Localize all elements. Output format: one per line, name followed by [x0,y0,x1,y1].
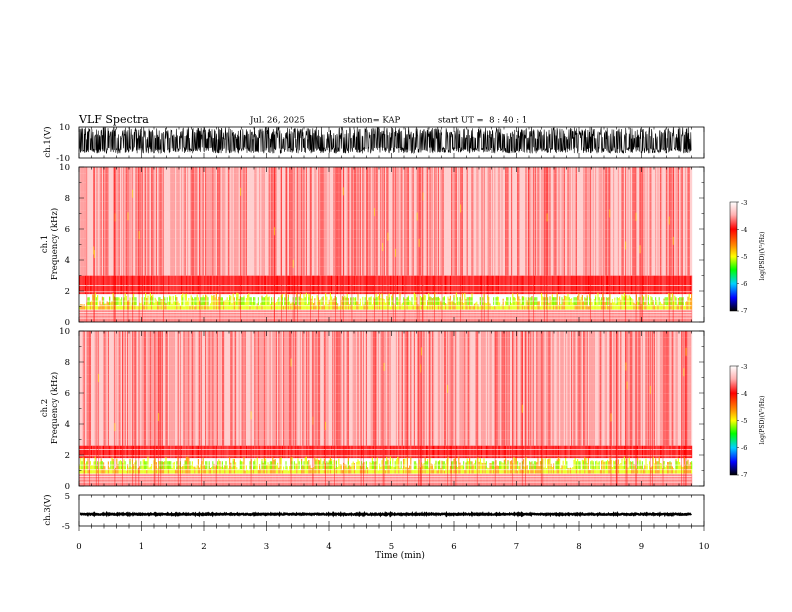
start-time-label: start UT = 8 : 40 : 1 [438,116,527,126]
ch1-frequency-axis-label: Frequency (kHz) [49,208,60,280]
time-tick-2: 2 [201,542,206,552]
ch1-freq-tick-4: 4 [65,256,70,266]
ch1-cbar-tick-m5: -5 [741,253,747,261]
colorbar-tick-marks [737,201,739,312]
ch2-colorbar-label: log(PSD)(V²/Hz) [759,396,766,445]
ch2-spectrogram-ticks [78,330,705,487]
ch1-waveform-panel: 10 -10 ch.1(V) [42,123,705,164]
figure-title: VLF Spectra [78,113,149,126]
panel-tick-marks [78,495,705,531]
time-axis-label: Time (min) [375,550,425,561]
ch1-spectrogram-ylabel: ch.1 [40,235,50,253]
ch2-frequency-axis-label: Frequency (kHz) [49,372,60,444]
frequency-tick-marks [79,330,704,487]
ch2-colorbar-gradient [729,365,738,476]
ch1-freq-tick-2: 2 [65,287,70,297]
colorbar-tick-marks [737,365,739,476]
ch1-spectrogram-panel: 10 8 6 4 2 0 ch.1 Frequency (kHz) [40,163,705,328]
panel-tick-marks [78,127,705,158]
time-tick-4: 4 [326,542,331,552]
time-tick-7: 7 [514,542,519,552]
ch2-cbar-tick-m4: -4 [741,390,747,398]
time-tick-10: 10 [699,542,710,552]
ch3-waveform-ylabel: ch.3(V) [42,494,53,525]
ch1-cbar-tick-m3: -3 [741,199,747,207]
ch2-freq-tick-8: 8 [65,358,70,368]
ch1-freq-tick-0: 0 [65,318,70,328]
ch1-cbar-tick-m7: -7 [741,307,747,315]
ch1-freq-tick-8: 8 [65,194,70,204]
ch2-cbar-tick-m6: -6 [741,444,747,452]
ch2-cbar-tick-m7: -7 [741,471,747,479]
ch1-spectrogram-yticks: 10 8 6 4 2 0 [59,163,70,328]
ch1-ytick-bottom: -10 [56,154,70,164]
ch1-colorbar-ticks [737,201,739,312]
ch1-freq-tick-6: 6 [65,225,70,235]
time-tick-8: 8 [576,542,581,552]
ch2-spectrogram-panel: 10 8 6 4 2 0 ch.2 Frequency (kHz) [40,327,705,492]
ch3-ytick-bottom: -5 [62,522,70,532]
ch1-spectrogram-ticks [78,166,705,323]
panel-tick-marks [78,331,705,486]
ch2-freq-tick-6: 6 [65,389,70,399]
ch2-freq-tick-4: 4 [65,420,70,430]
ch1-ytick-top: 10 [59,123,70,133]
ch2-spectrogram-ylabel: ch.2 [40,399,50,417]
time-tick-3: 3 [264,542,269,552]
ch2-colorbar-ticks [737,365,739,476]
date-label: Jul. 26, 2025 [249,116,305,126]
ch1-waveform-ticks [78,127,705,158]
ch1-cbar-tick-m4: -4 [741,226,747,234]
ch2-freq-tick-2: 2 [65,451,70,461]
ch1-waveform-ylabel: ch.1(V) [42,126,53,157]
ch2-colorbar: -3 -4 -5 -6 -7 log(PSD)(V²/Hz) [729,363,766,479]
ch1-colorbar-label: log(PSD)(V²/Hz) [759,232,766,281]
ch3-waveform-panel: 5 -5 ch.3(V) [42,492,705,532]
ch2-spectrogram-image [79,331,693,486]
ch1-colorbar: -3 -4 -5 -6 -7 log(PSD)(V²/Hz) [729,199,766,315]
time-tick-6: 6 [451,542,456,552]
ch1-freq-tick-10: 10 [59,163,70,173]
ch1-spectrogram-image [79,167,693,322]
frequency-tick-marks [79,166,704,323]
ch2-spectrogram-yticks: 10 8 6 4 2 0 [59,327,70,492]
time-axis-tick-labels: 0 1 2 3 4 5 6 7 8 9 10 [76,542,709,552]
ch2-freq-tick-0: 0 [65,482,70,492]
time-tick-1: 1 [139,542,144,552]
time-tick-9: 9 [639,542,644,552]
ch1-cbar-tick-m6: -6 [741,280,747,288]
time-tick-5: 5 [389,542,394,552]
ch2-cbar-tick-m5: -5 [741,417,747,425]
ch1-waveform-trace [78,126,692,155]
ch2-cbar-tick-m3: -3 [741,363,747,371]
ch3-waveform-trace [79,510,692,518]
panel-tick-marks [78,167,705,322]
time-tick-0: 0 [76,542,81,552]
ch2-freq-tick-10: 10 [59,327,70,337]
station-label: station= KAP [343,116,401,126]
ch1-colorbar-gradient [729,201,738,312]
ch3-ytick-top: 5 [65,492,70,502]
ch3-waveform-ticks [78,495,705,531]
